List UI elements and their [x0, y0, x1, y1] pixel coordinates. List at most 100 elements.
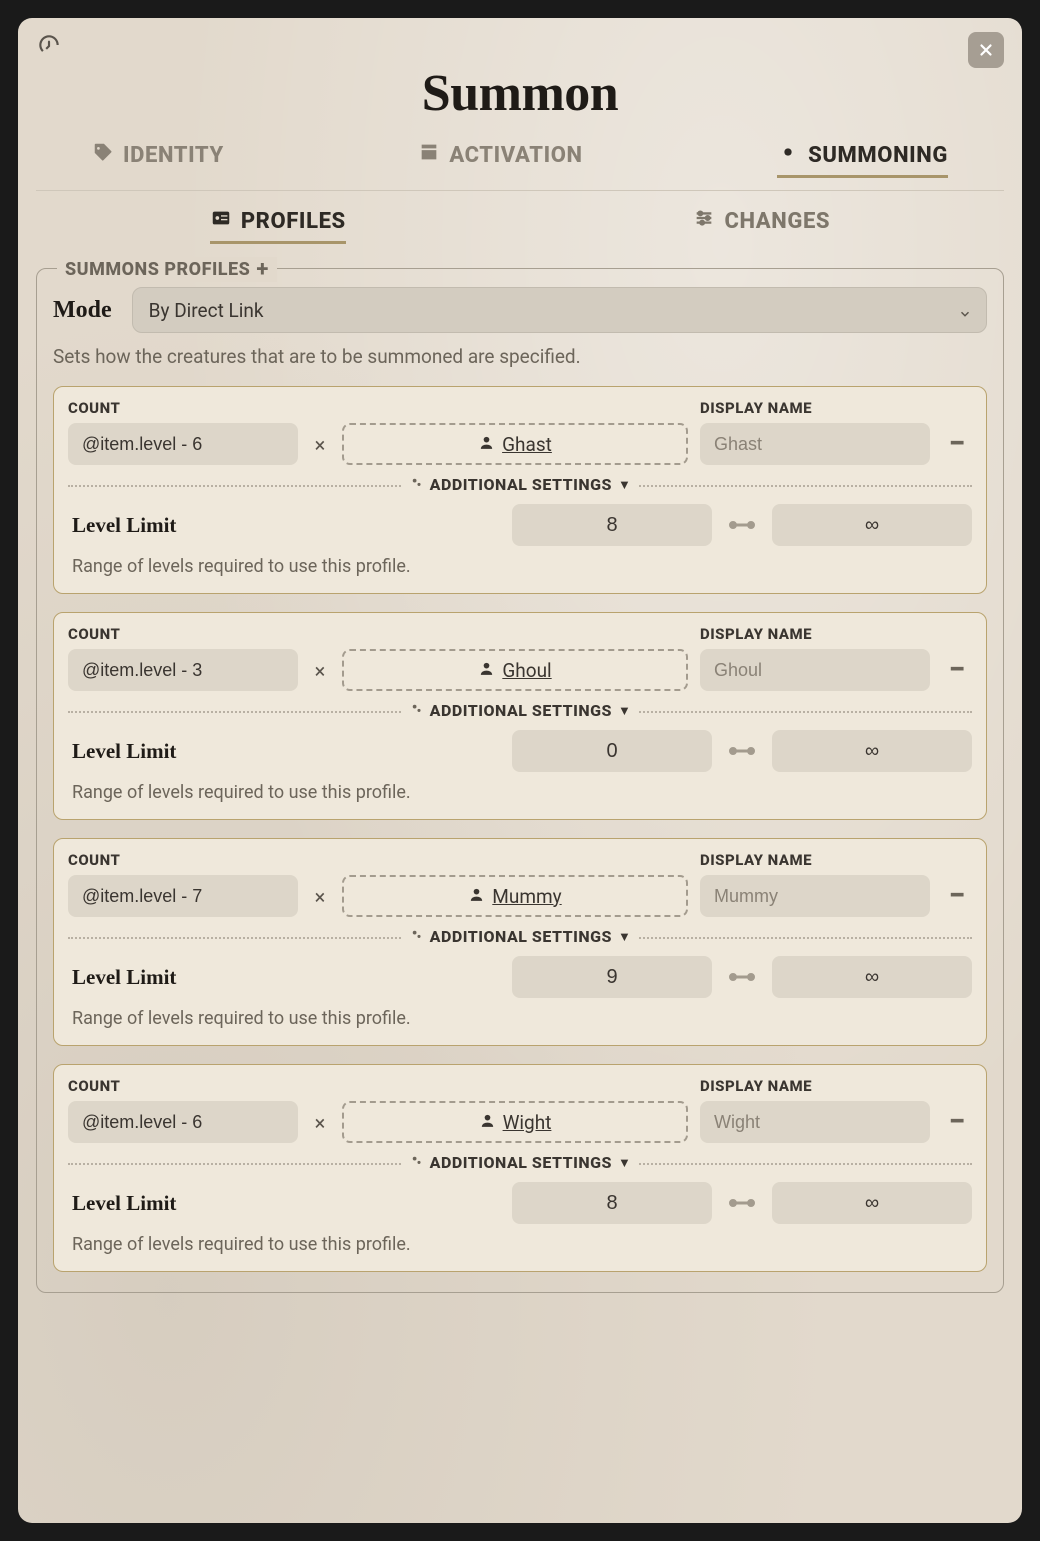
level-max-input[interactable]	[772, 730, 972, 772]
additional-settings-toggle[interactable]: ADDITIONAL SETTINGS ▼	[68, 701, 972, 720]
additional-settings-toggle[interactable]: ADDITIONAL SETTINGS ▼	[68, 927, 972, 946]
card-icon	[210, 207, 232, 235]
count-input[interactable]	[68, 423, 298, 465]
caret-down-icon: ▼	[618, 703, 631, 719]
creature-name: Ghast	[502, 433, 552, 456]
level-help-text: Range of levels required to use this pro…	[68, 1234, 972, 1255]
mode-select[interactable]: By Direct Link	[132, 287, 987, 333]
creature-link[interactable]: Wight	[342, 1101, 688, 1143]
tab-label: ACTIVATION	[449, 143, 582, 168]
count-label: COUNT	[68, 399, 298, 417]
count-input[interactable]	[68, 649, 298, 691]
level-limit-label: Level Limit	[68, 513, 500, 538]
legend-text: SUMMONS PROFILES	[65, 259, 250, 280]
person-icon	[478, 433, 495, 456]
primary-tabs: IDENTITY ACTIVATION SUMMONING	[36, 141, 1004, 191]
display-name-input[interactable]	[700, 875, 930, 917]
section-legend: SUMMONS PROFILES +	[57, 257, 277, 282]
additional-settings-label: ADDITIONAL SETTINGS	[430, 701, 612, 720]
count-label: COUNT	[68, 1077, 298, 1095]
level-min-input[interactable]	[512, 956, 712, 998]
level-min-input[interactable]	[512, 730, 712, 772]
subtab-label: PROFILES	[241, 209, 346, 234]
count-input[interactable]	[68, 1101, 298, 1143]
bug-icon	[777, 141, 799, 169]
multiply-icon: ×	[310, 885, 330, 917]
mode-value: By Direct Link	[149, 299, 264, 322]
secondary-tabs: PROFILES CHANGES	[36, 191, 1004, 252]
gears-icon	[409, 927, 424, 946]
person-icon	[478, 659, 495, 682]
creature-link[interactable]: Ghoul	[342, 649, 688, 691]
additional-settings-label: ADDITIONAL SETTINGS	[430, 927, 612, 946]
summon-profile: COUNT × Ghoul DISPLAY NAME − ADDITIONAL …	[53, 612, 987, 820]
creature-name: Ghoul	[502, 659, 551, 682]
tab-label: IDENTITY	[123, 143, 224, 168]
tab-label: SUMMONING	[808, 143, 948, 168]
level-min-input[interactable]	[512, 504, 712, 546]
display-name-input[interactable]	[700, 1101, 930, 1143]
remove-profile-button[interactable]: −	[942, 652, 972, 691]
range-icon	[724, 1197, 760, 1209]
creature-link[interactable]: Ghast	[342, 423, 688, 465]
display-name-label: DISPLAY NAME	[700, 1077, 930, 1095]
creature-link[interactable]: Mummy	[342, 875, 688, 917]
creature-name: Wight	[503, 1111, 552, 1134]
remove-profile-button[interactable]: −	[942, 878, 972, 917]
tab-identity[interactable]: IDENTITY	[92, 141, 224, 178]
range-icon	[724, 745, 760, 757]
multiply-icon: ×	[310, 1111, 330, 1143]
level-limit-label: Level Limit	[68, 1191, 500, 1216]
display-name-input[interactable]	[700, 649, 930, 691]
sliders-icon	[693, 207, 715, 235]
caret-down-icon: ▼	[618, 1155, 631, 1171]
person-icon	[479, 1111, 496, 1134]
subtab-profiles[interactable]: PROFILES	[210, 207, 346, 244]
level-max-input[interactable]	[772, 956, 972, 998]
clapper-icon	[418, 141, 440, 169]
remove-profile-button[interactable]: −	[942, 1104, 972, 1143]
count-input[interactable]	[68, 875, 298, 917]
additional-settings-label: ADDITIONAL SETTINGS	[430, 1153, 612, 1172]
level-max-input[interactable]	[772, 504, 972, 546]
display-name-label: DISPLAY NAME	[700, 399, 930, 417]
mode-help-text: Sets how the creatures that are to be su…	[53, 345, 987, 368]
subtab-label: CHANGES	[724, 209, 830, 234]
range-icon	[724, 971, 760, 983]
tab-activation[interactable]: ACTIVATION	[418, 141, 582, 178]
subtab-changes[interactable]: CHANGES	[693, 207, 830, 244]
display-name-label: DISPLAY NAME	[700, 851, 930, 869]
chevron-down-icon	[958, 303, 972, 317]
level-help-text: Range of levels required to use this pro…	[68, 782, 972, 803]
display-name-input[interactable]	[700, 423, 930, 465]
level-help-text: Range of levels required to use this pro…	[68, 556, 972, 577]
titlebar	[36, 32, 1004, 68]
window-title: Summon	[36, 64, 1004, 123]
additional-settings-toggle[interactable]: ADDITIONAL SETTINGS ▼	[68, 1153, 972, 1172]
level-help-text: Range of levels required to use this pro…	[68, 1008, 972, 1029]
level-max-input[interactable]	[772, 1182, 972, 1224]
mode-label: Mode	[53, 297, 112, 324]
add-profile-button[interactable]: +	[256, 257, 269, 282]
tab-summoning[interactable]: SUMMONING	[777, 141, 948, 178]
summon-window: Summon IDENTITY ACTIVATION SUMMONING PRO…	[18, 18, 1022, 1523]
gears-icon	[409, 701, 424, 720]
multiply-icon: ×	[310, 433, 330, 465]
count-label: COUNT	[68, 851, 298, 869]
count-label: COUNT	[68, 625, 298, 643]
tag-icon	[92, 141, 114, 169]
caret-down-icon: ▼	[618, 477, 631, 493]
mode-row: Mode By Direct Link	[53, 287, 987, 333]
display-name-label: DISPLAY NAME	[700, 625, 930, 643]
level-min-input[interactable]	[512, 1182, 712, 1224]
gears-icon	[409, 1153, 424, 1172]
remove-profile-button[interactable]: −	[942, 426, 972, 465]
level-limit-label: Level Limit	[68, 739, 500, 764]
additional-settings-toggle[interactable]: ADDITIONAL SETTINGS ▼	[68, 475, 972, 494]
close-button[interactable]	[968, 32, 1004, 68]
summons-profiles-section: SUMMONS PROFILES + Mode By Direct Link S…	[36, 268, 1004, 1293]
summon-profile: COUNT × Mummy DISPLAY NAME − ADDITIONAL …	[53, 838, 987, 1046]
person-icon	[468, 885, 485, 908]
level-limit-label: Level Limit	[68, 965, 500, 990]
gears-icon	[409, 475, 424, 494]
